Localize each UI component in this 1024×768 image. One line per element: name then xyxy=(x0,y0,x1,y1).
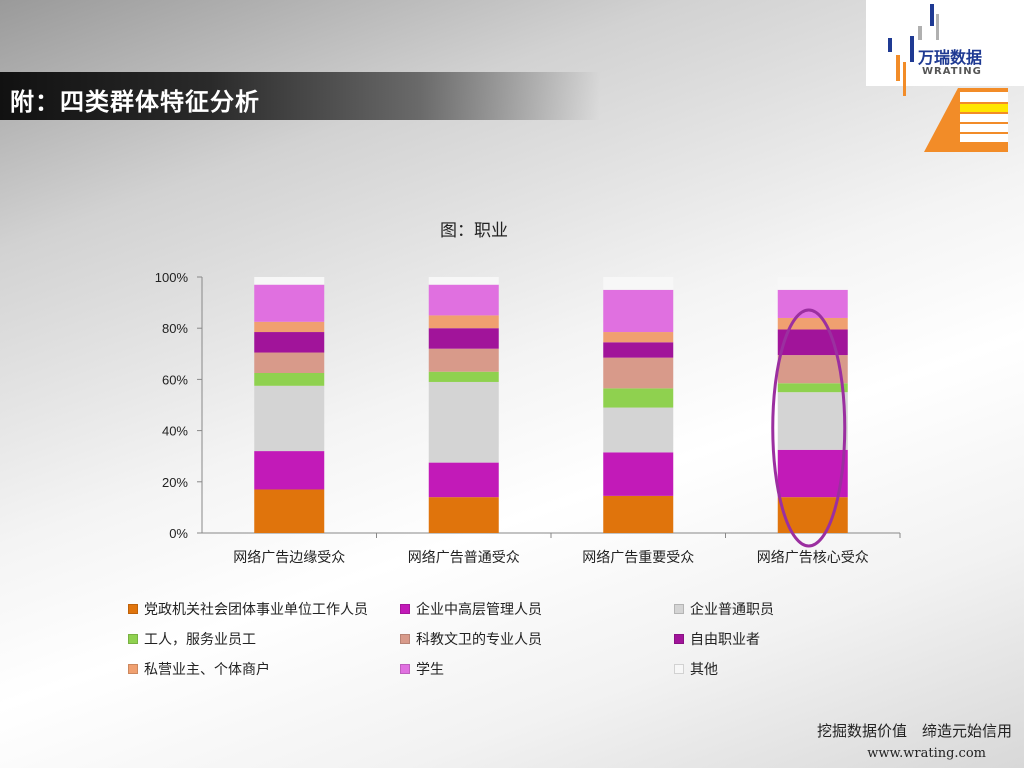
legend-item: 学生 xyxy=(400,658,444,680)
bar-segment xyxy=(428,462,499,498)
y-tick-label: 60% xyxy=(162,372,188,387)
legend-item: 其他 xyxy=(674,658,718,680)
legend-label: 其他 xyxy=(690,662,718,678)
bar-segment xyxy=(603,407,674,453)
legend-label: 自由职业者 xyxy=(690,632,760,648)
bar-segment xyxy=(428,328,499,349)
legend-label: 党政机关社会团体事业单位工作人员 xyxy=(144,602,368,618)
legend-swatch xyxy=(674,604,684,614)
logo-panel xyxy=(866,0,1024,86)
bar-segment xyxy=(777,383,848,393)
x-tick-label: 网络广告普通受众 xyxy=(408,550,520,566)
bar-segment xyxy=(603,495,674,533)
bar-segment xyxy=(428,284,499,316)
bar-segment xyxy=(777,355,848,384)
bar-segment xyxy=(428,497,499,533)
legend-swatch xyxy=(674,664,684,674)
bar-segment xyxy=(603,342,674,358)
legend-item: 自由职业者 xyxy=(674,628,760,650)
legend-item: 党政机关社会团体事业单位工作人员 xyxy=(128,598,368,620)
legend-item: 企业普通职员 xyxy=(674,598,774,620)
x-tick-label: 网络广告核心受众 xyxy=(757,550,869,566)
legend-swatch xyxy=(400,634,410,644)
bar-segment xyxy=(428,315,499,329)
chart-legend: 党政机关社会团体事业单位工作人员 企业中高层管理人员 企业普通职员工人，服务业员工 科… xyxy=(128,598,888,694)
y-tick-label: 100% xyxy=(155,270,189,285)
logo-cn-text: 万瑞数据 xyxy=(918,48,983,67)
y-tick-label: 40% xyxy=(162,424,188,439)
bar-segment xyxy=(428,277,499,285)
legend-item: 工人，服务业员工 xyxy=(128,628,256,650)
footer-slogan: 挖掘数据价值 缔造元始信用 xyxy=(816,722,1012,740)
bar-segment xyxy=(254,332,325,353)
bar-segment xyxy=(603,388,674,408)
legend-item: 私营业主、个体商户 xyxy=(128,658,270,680)
bar-segment xyxy=(254,352,325,373)
bar-segment xyxy=(777,277,848,290)
bar-segment xyxy=(428,348,499,372)
bar-segment xyxy=(428,381,499,463)
bar-segment xyxy=(603,289,674,333)
bar-segment xyxy=(777,392,848,450)
legend-swatch xyxy=(400,604,410,614)
y-tick-label: 80% xyxy=(162,321,188,336)
bar-segment xyxy=(428,371,499,382)
bar-segment xyxy=(603,277,674,290)
wrating-logo: 万瑞数据 WRATING xyxy=(866,0,1024,160)
bar-segment xyxy=(254,385,325,452)
x-tick-label: 网络广告重要受众 xyxy=(582,550,694,566)
bar-segment xyxy=(777,289,848,318)
legend-swatch xyxy=(128,664,138,674)
bar-segment xyxy=(777,317,848,330)
y-tick-label: 20% xyxy=(162,475,188,490)
legend-swatch xyxy=(128,604,138,614)
logo-en-text: WRATING xyxy=(922,66,982,77)
title-bar: 附：四类群体特征分析 xyxy=(0,72,600,120)
bar-segment xyxy=(254,373,325,386)
y-tick-label: 0% xyxy=(169,526,188,541)
footer-url: www.wrating.com xyxy=(867,746,986,761)
logo-mark-icon xyxy=(888,4,1008,152)
x-tick-label: 网络广告边缘受众 xyxy=(233,550,345,566)
bar-segment xyxy=(603,357,674,389)
legend-label: 学生 xyxy=(416,662,444,678)
legend-swatch xyxy=(674,634,684,644)
highlight-ellipse xyxy=(771,308,847,548)
bar-segment xyxy=(777,449,848,498)
legend-label: 私营业主、个体商户 xyxy=(144,662,270,678)
legend-item: 科教文卫的专业人员 xyxy=(400,628,542,650)
bar-segment xyxy=(254,277,325,285)
legend-label: 工人，服务业员工 xyxy=(144,632,256,648)
bar-segment xyxy=(254,489,325,533)
bar-segment xyxy=(254,284,325,322)
legend-swatch xyxy=(128,634,138,644)
chart-title: 图：职业 xyxy=(440,221,508,241)
legend-swatch xyxy=(400,664,410,674)
legend-label: 科教文卫的专业人员 xyxy=(416,632,542,648)
bar-segment xyxy=(603,452,674,496)
legend-item: 企业中高层管理人员 xyxy=(400,598,542,620)
legend-label: 企业中高层管理人员 xyxy=(416,602,542,618)
bar-segment xyxy=(603,332,674,343)
page-title: 附：四类群体特征分析 xyxy=(10,88,260,116)
bar-segment xyxy=(254,321,325,333)
bar-segment xyxy=(254,451,325,490)
legend-label: 企业普通职员 xyxy=(690,602,774,618)
